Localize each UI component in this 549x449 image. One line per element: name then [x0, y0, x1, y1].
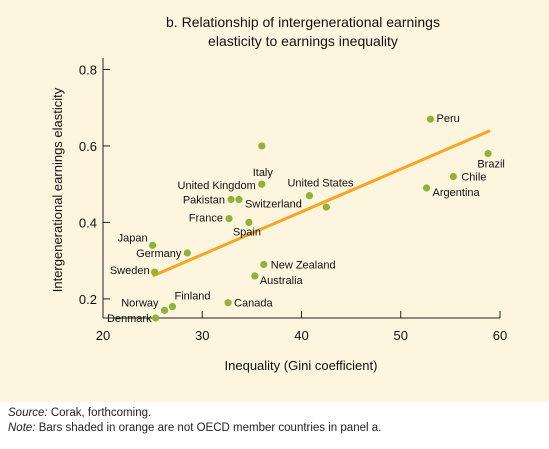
point-label: Pakistan [183, 194, 225, 206]
data-point [426, 115, 435, 123]
data-point [149, 241, 157, 249]
y-axis-label: Intergenerational earnings elasticity [50, 87, 65, 292]
trend-line-group [152, 129, 491, 278]
chart-title-line-1: b. Relationship of intergenerational ear… [166, 14, 440, 30]
data-point [183, 249, 191, 257]
axes: 0.2 0.4 0.6 0.8 20 30 40 50 60 [79, 58, 507, 343]
chart-notes: Source: Corak, forthcoming. Note: Bars s… [8, 406, 543, 436]
explanatory-note: Note: Bars shaded in orange are not OECD… [8, 421, 543, 436]
point-label: Peru [437, 113, 460, 125]
y-tick-label: 0.4 [79, 215, 97, 230]
point-label: Norway [121, 297, 159, 309]
point-label: Brazil [477, 159, 505, 171]
point-label: Finland [174, 291, 210, 303]
data-point [160, 306, 169, 314]
data-point [322, 203, 330, 211]
point-label: Chile [461, 172, 486, 184]
source-text: Corak, forthcoming. [47, 407, 152, 419]
x-tick-label: 50 [394, 328, 408, 343]
note-text: Bars shaded in orange are not OECD membe… [35, 422, 382, 434]
y-tick-label: 0.6 [79, 139, 97, 154]
data-point [251, 272, 259, 280]
point-label: Argentina [433, 187, 481, 199]
data-point [151, 268, 159, 276]
point-labels: Denmark Norway Finland Sweden Germany Japan Fr… [107, 113, 505, 325]
data-point [235, 195, 243, 204]
point-label: Switzerland [245, 198, 302, 210]
y-tick-label: 0.2 [79, 292, 97, 307]
point-label: New Zealand [271, 259, 336, 271]
data-point [449, 172, 457, 181]
scatter-chart: b. Relationship of intergenerational ear… [50, 14, 507, 373]
data-point [168, 302, 177, 311]
data-point [258, 180, 266, 188]
data-point [245, 218, 253, 227]
point-label: Australia [260, 275, 304, 287]
source-note: Source: Corak, forthcoming. [8, 406, 543, 421]
trend-line [152, 129, 491, 278]
x-tick-label: 40 [294, 328, 308, 343]
data-point [225, 214, 233, 223]
point-label: Denmark [107, 313, 152, 325]
chart-panel: b. Relationship of intergenerational ear… [0, 0, 549, 402]
source-label: Source: [8, 407, 48, 419]
note-label: Note: [8, 422, 36, 434]
data-point [258, 142, 266, 150]
point-label: Italy [253, 167, 274, 179]
data-point [227, 195, 235, 204]
x-axis-label: Inequality (Gini coefficient) [225, 358, 378, 373]
chart-title-line-2: elasticity to earnings inequality [208, 33, 398, 49]
data-point [260, 260, 268, 269]
point-label: France [189, 213, 223, 225]
point-label: Spain [233, 226, 261, 238]
x-tick-label: 60 [493, 328, 507, 343]
data-point [422, 184, 431, 192]
data-point [484, 149, 492, 158]
x-tick-label: 20 [96, 328, 110, 343]
point-label: United Kingdom [178, 180, 256, 192]
point-label: Germany [136, 248, 182, 260]
x-tick-label: 30 [195, 328, 209, 343]
y-tick-label: 0.8 [79, 62, 97, 77]
data-point [152, 314, 160, 322]
data-point [305, 192, 314, 200]
point-label: United States [287, 178, 354, 190]
data-point [224, 299, 232, 307]
point-label: Japan [118, 232, 148, 244]
point-label: Canada [234, 298, 273, 310]
data-points [149, 115, 492, 322]
point-label: Sweden [110, 265, 150, 277]
